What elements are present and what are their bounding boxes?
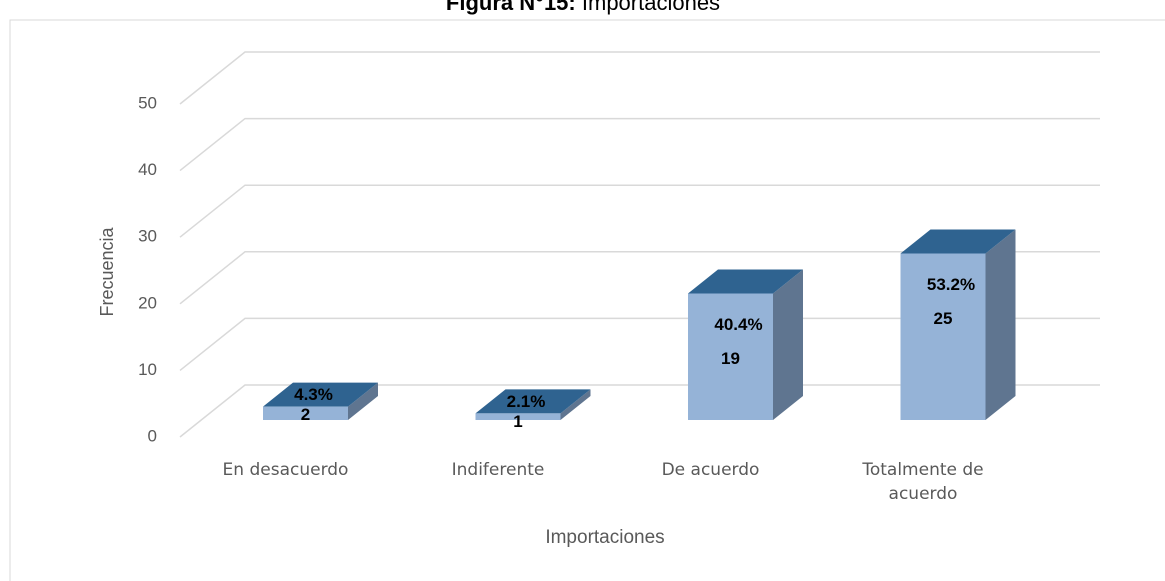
bar	[688, 269, 803, 420]
percent-label: 2.1%	[507, 392, 546, 411]
value-label: 19	[721, 349, 740, 368]
bar-top	[688, 269, 803, 294]
x-tick-label: En desacuerdo	[222, 460, 349, 480]
bar-front	[475, 413, 561, 420]
y-tick-label: 40	[138, 160, 157, 179]
title-rest: Importaciones	[582, 0, 720, 15]
bar	[475, 389, 591, 420]
bar	[263, 382, 378, 420]
x-tick-label: Indiferente	[451, 460, 545, 480]
x-axis-title: Importaciones	[545, 527, 664, 548]
x-tick-label: De acuerdo	[661, 460, 760, 480]
bar-front	[688, 293, 773, 420]
bar-top	[475, 389, 591, 414]
grid-line	[179, 251, 1100, 305]
bar	[900, 229, 1016, 420]
bar-side	[773, 269, 803, 420]
bar-front	[263, 406, 348, 420]
percent-label: 40.4%	[714, 315, 762, 334]
y-axis-title: Frecuencia	[97, 226, 117, 316]
y-tick-label: 10	[138, 360, 157, 379]
value-label: 2	[301, 405, 310, 424]
bar-front	[900, 253, 986, 420]
bar-top	[900, 229, 1016, 254]
chart-title: Figura N°15: Importaciones	[446, 0, 720, 15]
value-label: 1	[513, 412, 522, 431]
chart-frame	[9, 19, 1165, 581]
grid-line	[179, 184, 1100, 238]
percent-label: 53.2%	[927, 275, 975, 294]
y-tick-label: 20	[138, 293, 157, 312]
percent-label: 4.3%	[294, 385, 333, 404]
grid-line	[179, 51, 1100, 105]
grid-line	[179, 317, 1100, 371]
grid-line	[179, 117, 1100, 172]
title-bold: Figura N°15:	[446, 0, 576, 15]
bar-side	[985, 229, 1016, 420]
bar-top	[263, 382, 378, 407]
grid-line	[179, 384, 1100, 438]
y-tick-label: 0	[148, 426, 157, 445]
bar-side	[560, 389, 591, 420]
y-tick-label: 50	[138, 93, 157, 112]
value-label: 25	[934, 309, 953, 328]
x-tick-label: Totalmente de acuerdo	[862, 460, 984, 504]
y-tick-label: 30	[138, 227, 157, 246]
bar-side	[348, 382, 378, 420]
